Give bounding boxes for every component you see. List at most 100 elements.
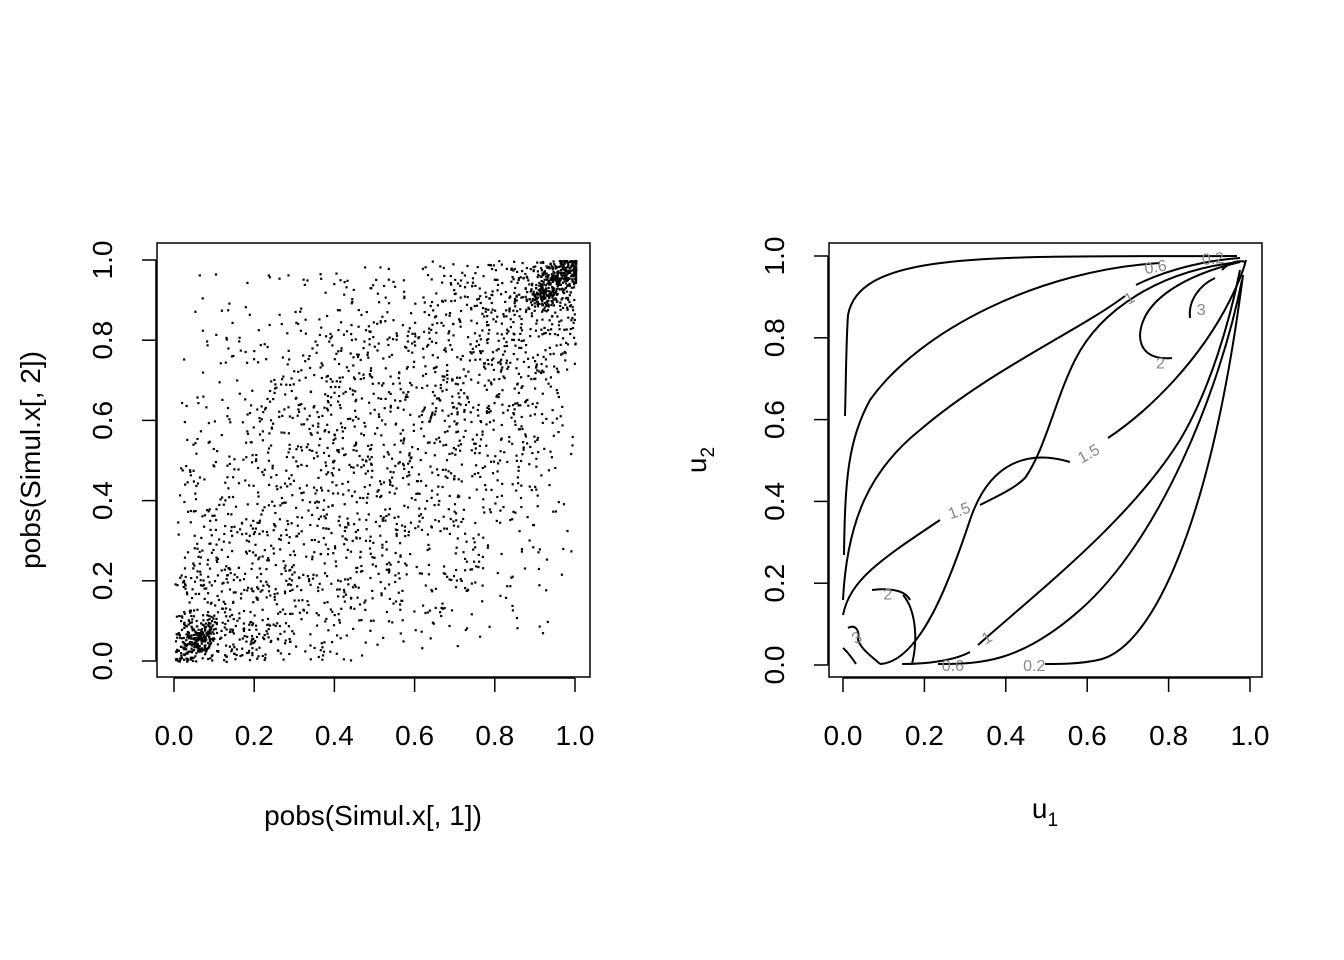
scatter-point — [454, 453, 457, 456]
scatter-point — [452, 575, 456, 578]
scatter-point — [200, 648, 203, 651]
scatter-point — [530, 315, 533, 318]
contour-label: 0.6 — [942, 658, 964, 675]
scatter-point — [551, 278, 554, 281]
scatter-point — [260, 513, 263, 516]
scatter-point — [414, 344, 417, 347]
scatter-point — [369, 619, 373, 622]
scatter-point — [452, 524, 456, 527]
scatter-point — [251, 454, 254, 457]
scatter-point — [228, 418, 231, 421]
scatter-point — [514, 402, 517, 405]
scatter-point — [508, 436, 511, 439]
scatter-point — [223, 568, 226, 571]
scatter-point — [505, 341, 508, 344]
scatter-point — [344, 390, 347, 393]
scatter-point — [555, 293, 558, 296]
scatter-point — [215, 333, 218, 336]
scatter-point — [266, 583, 269, 586]
scatter-point — [238, 392, 241, 395]
scatter-point — [366, 455, 369, 458]
scatter-point — [267, 590, 271, 593]
scatter-point — [302, 423, 306, 426]
scatter-point — [236, 619, 239, 622]
scatter-point — [532, 356, 535, 359]
scatter-point — [351, 389, 354, 392]
scatter-point — [198, 562, 201, 565]
scatter-point — [339, 279, 342, 282]
scatter-point — [420, 630, 423, 633]
scatter-point — [568, 301, 571, 304]
scatter-point — [379, 534, 382, 537]
scatter-point — [561, 281, 565, 284]
scatter-point — [554, 466, 557, 470]
scatter-point — [575, 274, 578, 277]
scatter-point — [551, 286, 554, 289]
scatter-point — [272, 623, 275, 626]
scatter-point — [471, 285, 474, 288]
scatter-point — [288, 358, 291, 361]
scatter-point — [526, 516, 529, 519]
scatter-point — [498, 260, 501, 263]
scatter-point — [384, 296, 387, 299]
scatter-point — [502, 313, 505, 316]
scatter-point — [545, 310, 548, 313]
scatter-point — [402, 476, 405, 480]
scatter-point — [192, 443, 195, 446]
scatter-point — [357, 309, 360, 312]
scatter-point — [178, 636, 182, 639]
scatter-point — [317, 517, 320, 521]
scatter-point — [481, 350, 484, 353]
scatter-point — [553, 263, 556, 266]
scatter-point — [323, 641, 326, 644]
contour-line-2-upper — [1138, 261, 1241, 360]
scatter-point — [292, 456, 295, 459]
scatter-point — [196, 644, 199, 647]
scatter-point — [364, 425, 367, 428]
scatter-point — [291, 416, 294, 419]
scatter-point — [409, 413, 412, 416]
scatter-point — [255, 628, 258, 631]
scatter-point — [456, 496, 459, 499]
scatter-point — [573, 313, 576, 316]
scatter-point — [202, 614, 205, 617]
contour-line-3-upper-inner — [1221, 260, 1247, 271]
scatter-point — [337, 449, 340, 452]
scatter-point — [524, 272, 527, 276]
scatter-point — [489, 264, 492, 267]
scatter-point — [336, 492, 340, 495]
scatter-point — [477, 566, 480, 569]
scatter-point — [276, 649, 279, 652]
scatter-point — [261, 555, 264, 558]
scatter-point — [356, 464, 359, 467]
scatter-point — [280, 573, 283, 576]
scatter-point — [570, 452, 573, 456]
scatter-point — [269, 594, 272, 597]
scatter-point — [266, 345, 269, 349]
scatter-point — [233, 646, 236, 649]
scatter-point — [446, 364, 449, 367]
scatter-point — [542, 355, 545, 358]
scatter-point — [292, 632, 296, 635]
scatter-point — [522, 446, 525, 449]
scatter-point — [200, 632, 203, 635]
scatter-point — [558, 320, 561, 323]
scatter-point — [265, 530, 269, 534]
scatter-point — [478, 444, 481, 448]
scatter-point — [365, 501, 368, 504]
scatter-point — [545, 589, 548, 592]
scatter-point — [393, 516, 396, 519]
scatter-point — [470, 352, 473, 355]
scatter-point — [257, 466, 260, 470]
scatter-point — [428, 420, 431, 423]
scatter-point — [317, 476, 320, 479]
scatter-point — [570, 550, 573, 553]
scatter-point — [351, 586, 355, 589]
scatter-point — [460, 480, 463, 483]
scatter-point — [351, 300, 354, 303]
scatter-point — [286, 519, 289, 523]
scatter-point — [539, 284, 542, 287]
scatter-point — [415, 565, 418, 569]
scatter-point — [410, 312, 413, 315]
scatter-point — [558, 279, 562, 282]
